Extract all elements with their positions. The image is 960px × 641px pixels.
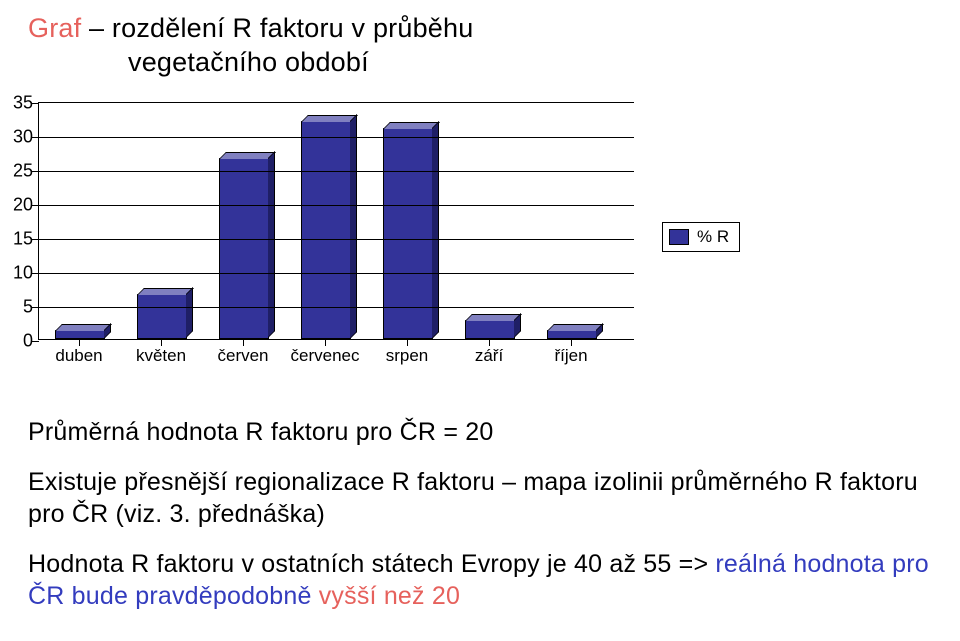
gridline: [39, 137, 634, 138]
xlabel: říjen: [554, 346, 587, 366]
ytick-label: 10: [1, 262, 33, 283]
ytick-label: 30: [1, 126, 33, 147]
gridline: [39, 171, 634, 172]
ytick-label: 5: [1, 296, 33, 317]
ytick-label: 0: [1, 330, 33, 351]
xlabel: září: [475, 346, 503, 366]
gridline: [39, 239, 634, 240]
ytick-label: 15: [1, 228, 33, 249]
bar: [547, 330, 597, 338]
paragraph-mean-value: Průměrná hodnota R faktoru pro ČR = 20: [28, 416, 932, 448]
p3-red: vyšší než 20: [319, 582, 460, 610]
gridline: [39, 205, 634, 206]
body-text: Průměrná hodnota R faktoru pro ČR = 20 E…: [28, 416, 932, 612]
gridline: [39, 273, 634, 274]
r-factor-bar-chart: 05101520253035 dubenkvětenčervenčervenec…: [38, 102, 634, 372]
bar: [137, 294, 187, 338]
ytick-mark: [32, 205, 39, 206]
gridline: [39, 307, 634, 308]
ytick-label: 20: [1, 194, 33, 215]
ytick-mark: [32, 137, 39, 138]
legend-label: % R: [697, 227, 729, 247]
bar: [465, 320, 515, 338]
ytick-mark: [32, 103, 39, 104]
ytick-label: 25: [1, 160, 33, 181]
ytick-mark: [32, 273, 39, 274]
title-line1-rest: – rozdělení R faktoru v průběhu: [81, 13, 473, 43]
bar: [219, 158, 269, 338]
ytick-mark: [32, 239, 39, 240]
ytick-mark: [32, 341, 39, 342]
ytick-mark: [32, 307, 39, 308]
xlabel: červen: [217, 346, 268, 366]
page-title: Graf – rozdělení R faktoru v průběhu veg…: [28, 12, 932, 80]
title-word-graf: Graf: [28, 13, 81, 43]
chart-legend: % R: [662, 222, 740, 252]
legend-swatch: [669, 229, 689, 245]
xlabel: červenec: [291, 346, 360, 366]
title-line2: vegetačního období: [28, 46, 932, 80]
paragraph-regionalization: Existuje přesnější regionalizace R fakto…: [28, 466, 932, 530]
paragraph-europe-comparison: Hodnota R faktoru v ostatních státech Ev…: [28, 548, 932, 612]
xlabel: duben: [55, 346, 102, 366]
p3-lead: Hodnota R faktoru v ostatních státech Ev…: [28, 550, 715, 578]
xlabel: květen: [136, 346, 186, 366]
ytick-mark: [32, 171, 39, 172]
bar: [55, 330, 105, 339]
ytick-label: 35: [1, 92, 33, 113]
xlabel: srpen: [386, 346, 429, 366]
